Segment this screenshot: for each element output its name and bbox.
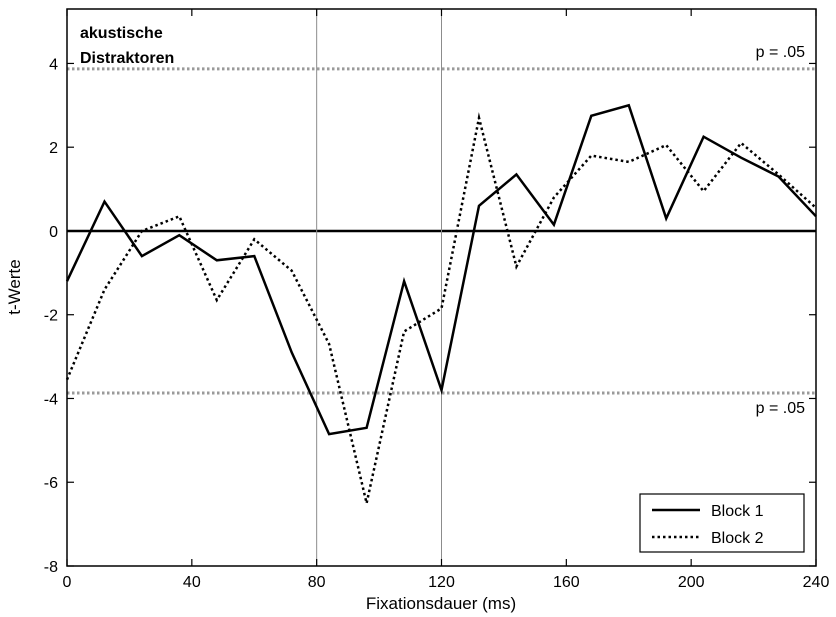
reference-lines — [67, 9, 816, 566]
y-tick-label: -2 — [44, 308, 58, 325]
y-tick-label: -6 — [44, 475, 58, 492]
y-tick-label: -4 — [44, 391, 58, 408]
series-layer — [65, 103, 817, 509]
y-tick-label: 2 — [49, 140, 58, 157]
legend-label-block-1: Block 1 — [711, 503, 764, 520]
x-tick-label: 40 — [183, 574, 201, 591]
y-axis-label: t-Werte — [5, 259, 24, 314]
legend-box — [639, 493, 805, 553]
x-tick-label: 80 — [308, 574, 326, 591]
reference-label-upper: p = .05 — [756, 44, 805, 61]
x-tick-label: 120 — [428, 574, 455, 591]
y-tick-label: -8 — [44, 559, 58, 576]
x-tick-label: 240 — [803, 574, 830, 591]
x-tick-label: 0 — [63, 574, 72, 591]
reference-label-lower: p = .05 — [756, 400, 805, 417]
x-tick-label: 160 — [553, 574, 580, 591]
legend: Block 1 Block 2 — [639, 493, 805, 553]
y-tick-label: 4 — [49, 56, 58, 73]
x-axis-label: Fixationsdauer (ms) — [366, 594, 516, 613]
legend-label-block-2: Block 2 — [711, 530, 764, 547]
y-tick-label: 0 — [49, 224, 58, 241]
axis-ticks: 0 40 80 120 160 200 240 -8 -6 -4 -2 0 2 4 — [44, 9, 830, 591]
series-line-block-2 — [65, 112, 817, 509]
x-tick-label: 200 — [678, 574, 705, 591]
title-line-1: akustische — [80, 25, 163, 42]
title-line-2: Distraktoren — [80, 50, 174, 67]
